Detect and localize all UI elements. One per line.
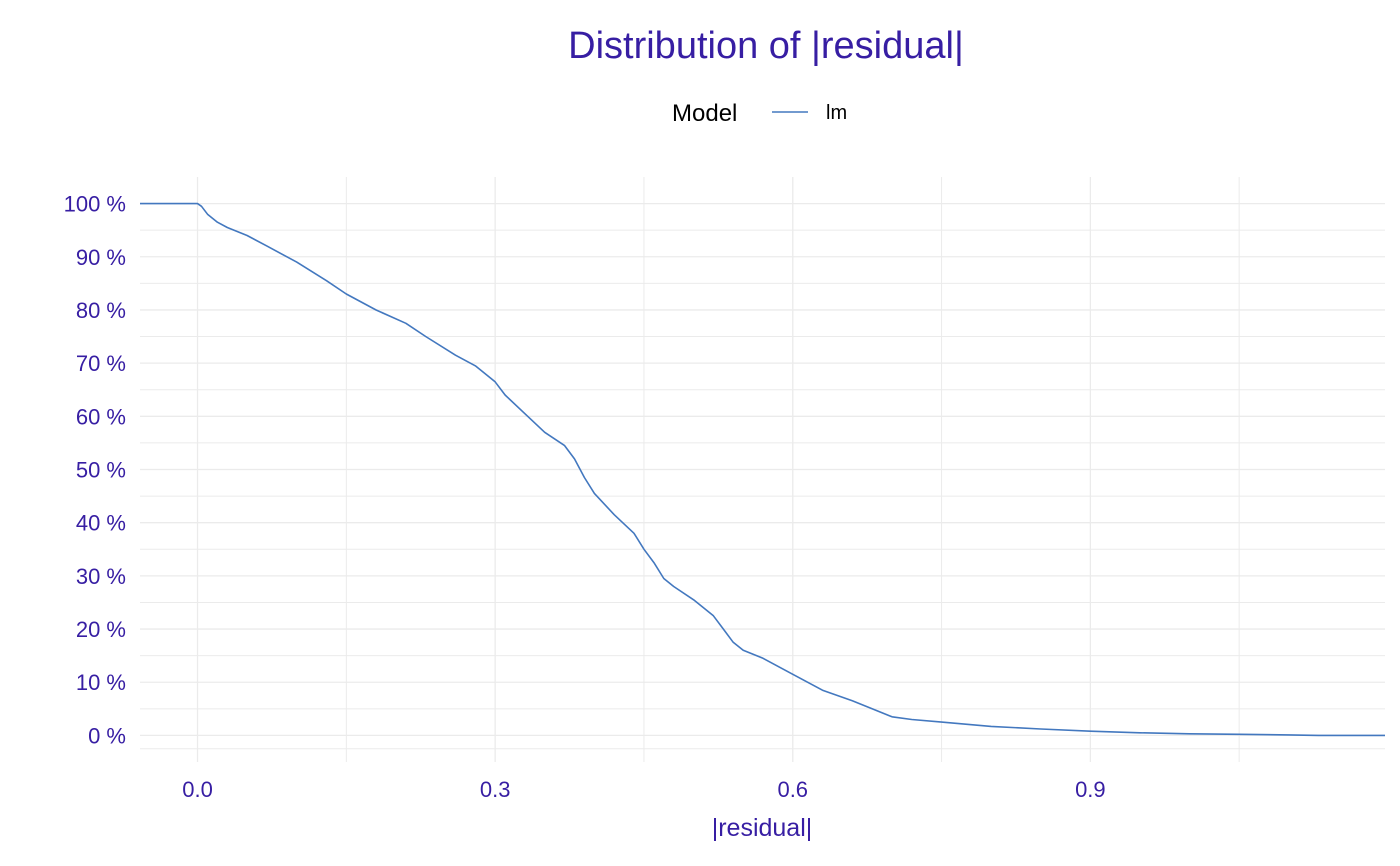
y-tick-label: 20 % [76,617,126,642]
y-tick-label: 40 % [76,511,126,536]
y-tick-label: 10 % [76,670,126,695]
legend-label-lm: lm [826,102,847,124]
series-lines [140,202,1385,737]
x-axis-label: |residual| [712,814,813,842]
grid-lines [140,177,1385,762]
chart-title: Distribution of |residual| [568,25,964,67]
legend-title: Model [672,100,737,127]
legend: Model lm [672,100,847,127]
x-tick-label: 0.3 [480,777,511,802]
x-axis-ticks: 0.0 0.3 0.6 0.9 [182,777,1105,802]
x-tick-label: 0.9 [1075,777,1106,802]
x-tick-label: 0.6 [777,777,808,802]
y-tick-label: 80 % [76,298,126,323]
y-tick-label: 30 % [76,564,126,589]
y-tick-label: 60 % [76,404,126,429]
y-axis-ticks: 0 % 10 % 20 % 30 % 40 % 50 % 60 % 70 % 80 % 90 % 1… [64,192,126,749]
y-tick-label: 0 % [88,723,126,748]
x-tick-label: 0.0 [182,777,213,802]
y-tick-label: 70 % [76,351,126,376]
y-tick-label: 90 % [76,245,126,270]
y-tick-label: 100 % [64,192,126,217]
y-tick-label: 50 % [76,458,126,483]
series-line-lm [140,202,1385,737]
